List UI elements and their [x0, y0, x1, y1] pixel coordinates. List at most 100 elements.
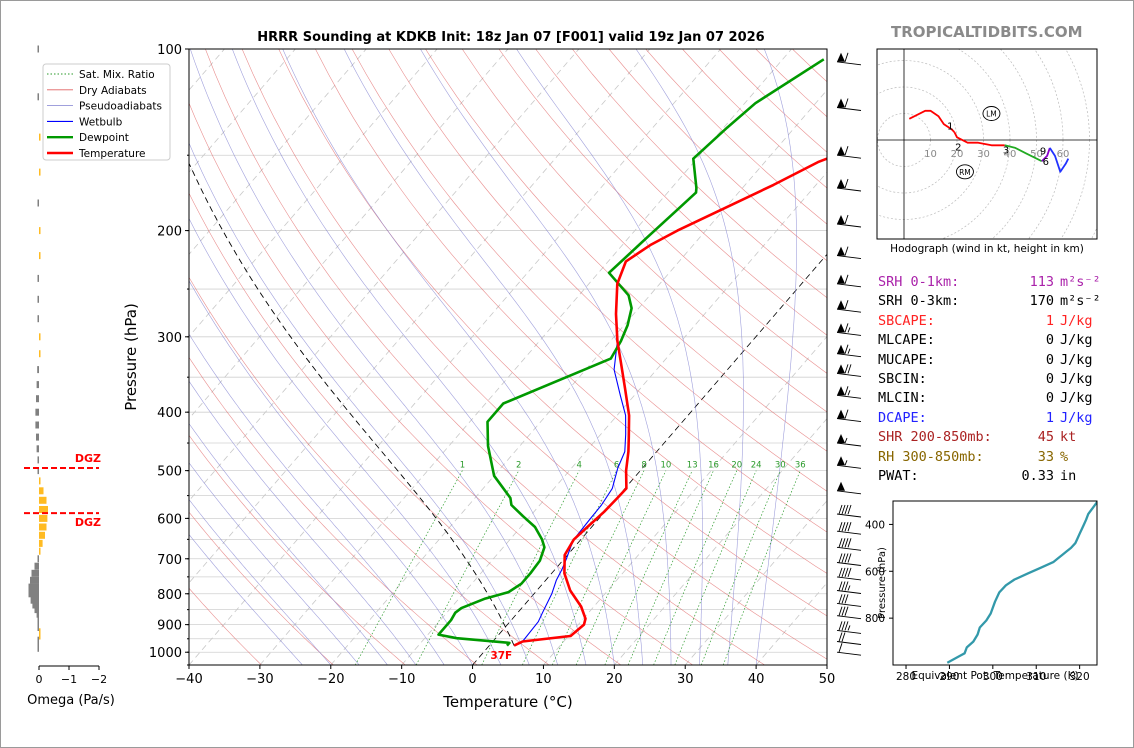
x-tick-label: 20 — [606, 672, 623, 687]
temperature-line — [513, 157, 827, 647]
storm-motion-label: LM — [986, 110, 997, 119]
isotherm-line — [543, 335, 827, 665]
wind-barb-shaft — [836, 464, 862, 469]
dry-adiabat-line — [189, 511, 334, 665]
wind-barb-flag — [837, 409, 845, 419]
wind-barb-full — [838, 538, 843, 548]
wind-barb-full — [841, 606, 846, 616]
x-tick-label: 40 — [748, 672, 765, 687]
wind-barb — [836, 567, 862, 581]
wind-barb-full — [844, 323, 849, 333]
y-tick-label: 600 — [157, 512, 182, 527]
thetae-x-tick-label: 300 — [983, 671, 1003, 683]
wind-barb-full — [844, 504, 849, 515]
omega-bar — [39, 168, 41, 176]
y-tick-label: 900 — [157, 619, 182, 634]
omega-bar — [39, 477, 41, 485]
hodograph-height-label: 3 — [1003, 145, 1009, 156]
omega-bar — [37, 366, 39, 374]
wind-barb-half — [847, 390, 851, 396]
dry-adiabat-line — [189, 587, 262, 665]
wind-barb-full — [841, 538, 846, 548]
dry-adiabat-line — [189, 102, 693, 665]
wind-barb-full — [838, 567, 843, 578]
mixing-ratio-line — [674, 470, 757, 665]
brand-watermark: TROPICALTIDBITS.COM — [891, 23, 1083, 41]
wind-barb — [836, 214, 862, 228]
parameter-label: MLCIN: — [878, 390, 927, 407]
omega-bar — [37, 295, 39, 303]
wind-barb-full — [844, 522, 849, 532]
omega-bar — [36, 433, 39, 441]
wind-barb-shaft — [836, 530, 862, 535]
wind-barb — [836, 606, 862, 620]
parameter-value: 1 — [1045, 409, 1054, 426]
pseudoadiabat-line — [189, 142, 530, 665]
wind-barb-half — [844, 437, 848, 444]
hodograph-trace — [908, 109, 956, 133]
x-tick-label: 0 — [468, 672, 476, 687]
wind-barb-half — [847, 348, 851, 354]
wind-barb-flag — [837, 98, 845, 108]
parameter-value: 0.33 — [1021, 467, 1054, 484]
mixing-ratio-label: 1 — [460, 461, 465, 471]
omega-bar — [37, 456, 39, 464]
wind-barb-full — [838, 606, 843, 616]
legend-label: Dry Adiabats — [79, 85, 147, 97]
mixing-ratio-line — [415, 470, 520, 665]
thetae-frame — [892, 500, 1098, 666]
pseudoadiabat-line — [189, 423, 388, 665]
omega-bar — [39, 496, 47, 504]
pseudoadiabat-line — [189, 462, 360, 665]
dry-adiabat-line — [315, 49, 827, 574]
storm-motion-marker — [982, 106, 1001, 121]
parameter-label: SHR 200-850mb: — [878, 429, 992, 446]
mixing-ratio-line — [653, 470, 738, 665]
wind-barb-full — [838, 621, 843, 631]
parameter-label: MUCAPE: — [878, 351, 935, 368]
wind-barb-full — [844, 553, 849, 563]
mixing-ratio-label: 4 — [576, 461, 581, 471]
omega-bar — [37, 640, 39, 648]
parameter-unit: J/kg — [1060, 332, 1093, 349]
parameter-row: SBCAPE: 1 J/kg — [878, 312, 1101, 331]
thetae-x-tick-label: 280 — [896, 671, 916, 683]
omega-bar — [37, 315, 39, 323]
parameter-label: RH 300-850mb: — [878, 448, 984, 465]
hodograph-ring-label: 20 — [951, 149, 964, 160]
wind-barb-shaft — [836, 513, 862, 518]
mixing-ratio-label: 24 — [751, 461, 762, 471]
wind-barb-flag — [837, 386, 845, 396]
hodograph-ring-label: 30 — [977, 149, 990, 160]
wind-barb — [836, 504, 862, 518]
thetae-panel: 280 290 300 310 320 400 600 800 Equivalent Pot. … — [865, 500, 1098, 683]
wind-barb-shaft — [836, 590, 862, 594]
wind-barb — [836, 538, 862, 551]
wind-barbs — [836, 52, 862, 656]
wind-barb-full — [838, 643, 843, 653]
mixing-ratio-label: 2 — [516, 461, 521, 471]
wind-barb-shaft — [836, 490, 862, 495]
hodograph-frame — [876, 48, 1098, 240]
parameter-row: PWAT: 0.33 in — [878, 467, 1101, 486]
dry-adiabat-line — [241, 49, 827, 660]
dry-adiabat-line — [189, 434, 406, 665]
wind-barb-full — [844, 344, 849, 354]
omega-bar — [37, 615, 39, 623]
wind-barb-full — [847, 538, 852, 548]
omega-bar — [39, 539, 43, 547]
wind-barb-full — [838, 632, 843, 642]
parameter-unit: J/kg — [1060, 370, 1093, 387]
hodograph-panel: 10 20 30 40 50 60 12 3 96 LM RM Hodograph (wind in … — [876, 48, 1098, 255]
omega-bar — [37, 555, 39, 563]
hodograph-trace — [953, 131, 1005, 147]
wind-barb-shaft — [836, 331, 862, 336]
omega-bar — [35, 421, 39, 429]
parameter-row: SRH 0-1km: 113 m²s⁻² — [878, 273, 1101, 292]
parameter-label: PWAT: — [878, 467, 919, 484]
pseudoadiabat-line — [189, 280, 473, 665]
y-axis-label: Pressure (hPa) — [122, 303, 140, 411]
legend-label: Temperature — [78, 148, 146, 160]
omega-bar — [31, 569, 39, 577]
